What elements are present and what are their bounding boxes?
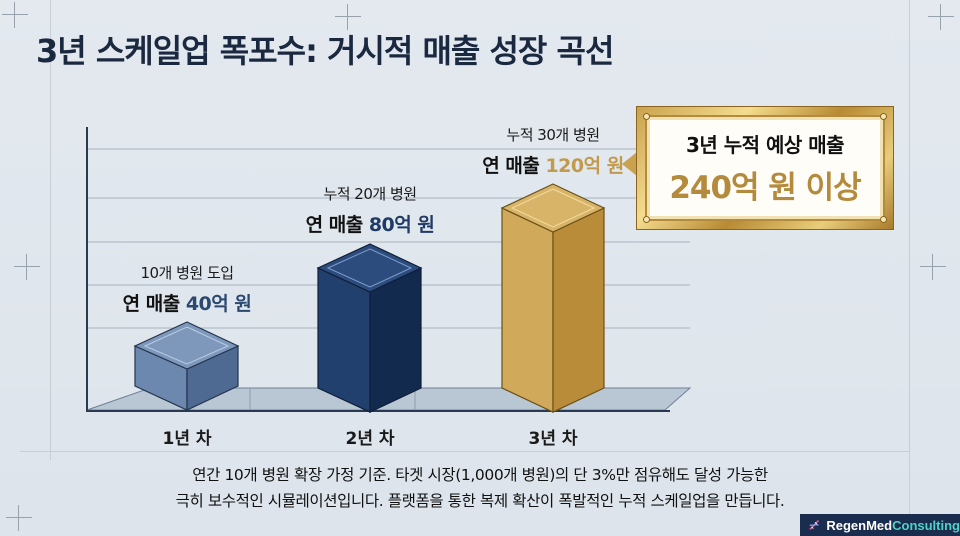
callout-value: 240억 원 이상 (669, 170, 861, 206)
bar-year-1 (133, 321, 240, 411)
bar-sub-label: 10개 병원 도입 (140, 264, 234, 282)
guide-line (20, 451, 910, 452)
bar-sub-label: 누적 30개 병원 (506, 126, 600, 144)
bar-value-label: 연 매출 40억 원 (122, 293, 252, 315)
page-title: 3년 스케일업 폭포수: 거시적 매출 성장 곡선 (36, 32, 614, 70)
bar-label-year-1: 10개 병원 도입 연 매출 40억 원 (123, 262, 252, 316)
corner-cross-mark (2, 2, 28, 28)
corner-cross-mark (6, 505, 32, 531)
bar-value: 120억 원 (545, 155, 624, 177)
corner-cross-mark (920, 254, 946, 280)
x-tick-year-3: 3년 차 (528, 429, 578, 449)
footnote-line-2: 극히 보수적인 시뮬레이션입니다. 플랫폼을 통한 복제 확산이 폭발적인 누적… (175, 492, 785, 510)
corner-cross-mark (335, 4, 361, 30)
corner-cross-mark (928, 4, 954, 30)
bar-label-year-2: 누적 20개 병원 연 매출 80억 원 (306, 183, 435, 237)
x-tick-year-2: 2년 차 (345, 429, 395, 449)
bar-year-2 (316, 243, 423, 413)
bar-year-3 (500, 183, 606, 413)
x-tick-year-1: 1년 차 (162, 429, 212, 449)
callout-heading: 3년 누적 예상 매출 (685, 133, 845, 157)
bar-sub-label: 누적 20개 병원 (323, 185, 417, 203)
bar-value-label: 연 매출 80억 원 (305, 214, 435, 236)
brand-name-part-2: Consulting (892, 517, 960, 533)
cumulative-revenue-callout: 3년 누적 예상 매출 240억 원 이상 (636, 106, 894, 230)
bar-value: 40억 원 (185, 293, 252, 315)
brand-name-part-1: RegenMed (826, 517, 893, 533)
brand-badge: RegenMed Consulting (800, 514, 960, 536)
dna-icon (809, 519, 820, 531)
footnote-line-1: 연간 10개 병원 확장 가정 기준. 타겟 시장(1,000개 병원)의 단 … (192, 466, 768, 484)
bar-label-year-3: 누적 30개 병원 연 매출 120억 원 (482, 124, 624, 178)
corner-cross-mark (14, 254, 40, 280)
footnote: 연간 10개 병원 확장 가정 기준. 타겟 시장(1,000개 병원)의 단 … (0, 462, 960, 514)
callout-pointer (622, 152, 637, 176)
bar-value: 80억 원 (368, 214, 435, 236)
guide-line (909, 0, 910, 536)
guide-line (50, 0, 51, 460)
bar-value-label: 연 매출 120억 원 (482, 155, 624, 177)
